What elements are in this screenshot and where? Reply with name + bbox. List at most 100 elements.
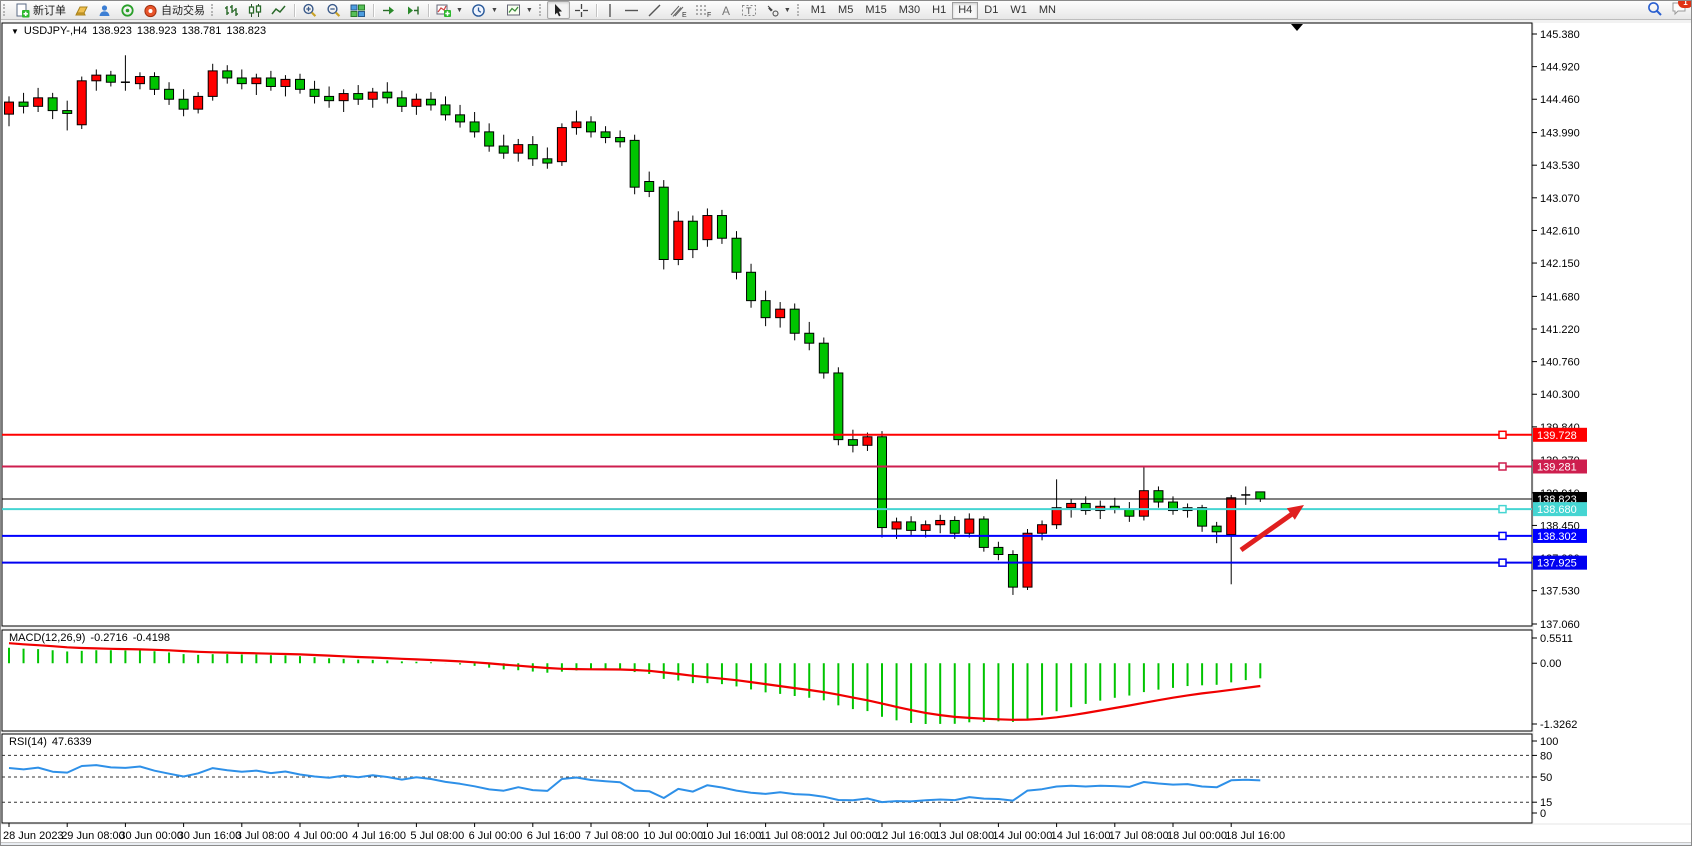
horizontal-line-tool-button[interactable] <box>620 1 643 19</box>
zoom-out-icon <box>326 3 342 18</box>
indicators-icon <box>436 3 452 18</box>
autotrading-button[interactable]: 自动交易 <box>139 1 209 19</box>
svg-text:139.728: 139.728 <box>1537 430 1577 442</box>
data-window-button[interactable] <box>93 1 116 19</box>
gold-bar-icon <box>74 3 89 18</box>
fibonacci-tool-button[interactable]: F <box>691 1 716 19</box>
svg-text:F: F <box>707 12 711 18</box>
line-chart-icon <box>271 3 287 18</box>
zoom-out-button[interactable] <box>322 1 346 19</box>
text-label-icon: T <box>741 3 757 18</box>
new-order-icon <box>15 3 30 18</box>
hline-137.925[interactable] <box>2 558 1532 567</box>
vertical-line-tool-button[interactable] <box>600 1 620 19</box>
line-chart-button[interactable] <box>267 1 291 19</box>
svg-text:12 Jul 00:00: 12 Jul 00:00 <box>818 830 878 842</box>
text-tool-button[interactable]: A <box>716 1 737 19</box>
tile-windows-button[interactable] <box>346 1 370 19</box>
timeframe-d1[interactable]: D1 <box>984 4 999 16</box>
svg-text:142.150: 142.150 <box>1540 258 1580 270</box>
bar-chart-icon <box>223 3 239 18</box>
svg-text:137.060: 137.060 <box>1540 619 1580 631</box>
candlestick-chart-button[interactable] <box>243 1 267 19</box>
vertical-line-icon <box>604 3 616 18</box>
toolbar-grip[interactable] <box>796 4 802 16</box>
timeframe-mn[interactable]: MN <box>1038 4 1056 16</box>
toolbar-separator <box>595 3 597 17</box>
svg-text:18 Jul 00:00: 18 Jul 00:00 <box>1167 830 1227 842</box>
timeframe-m15[interactable]: M15 <box>865 4 887 16</box>
tile-windows-icon <box>350 3 366 18</box>
svg-text:E: E <box>682 12 687 18</box>
arrows-tool-button[interactable]: ▼ <box>761 1 795 19</box>
hline-138.680[interactable] <box>2 504 1532 514</box>
macd-axis: 0.5511 0.00 -1.3262 <box>1532 633 1577 731</box>
equidistant-channel-tool-button[interactable]: E <box>666 1 691 19</box>
svg-text:28 Jun 2023: 28 Jun 2023 <box>3 830 64 842</box>
indicators-button[interactable]: ▼ <box>432 1 467 19</box>
trendline-tool-button[interactable] <box>643 1 666 19</box>
toolbar-separator <box>294 3 295 17</box>
timeframe-w1[interactable]: W1 <box>1010 4 1027 16</box>
svg-text:A: A <box>722 4 730 18</box>
market-watch-button[interactable] <box>70 1 93 19</box>
search-icon[interactable] <box>1647 1 1663 20</box>
person-icon <box>97 3 112 18</box>
toolbar: 新订单 自动交易 <box>1 1 1691 20</box>
timeframe-m30[interactable]: M30 <box>898 4 921 16</box>
rsi-indicator <box>2 754 1532 804</box>
chart-shift-icon <box>405 3 421 18</box>
hline-138.302[interactable] <box>2 531 1532 541</box>
hline-139.281[interactable] <box>2 462 1532 471</box>
notification-badge: 1 <box>1678 1 1691 8</box>
svg-text:143.530: 143.530 <box>1540 160 1580 172</box>
templates-button[interactable]: ▼ <box>502 1 537 19</box>
crosshair-tool-button[interactable] <box>570 1 593 19</box>
cursor-tool-button[interactable] <box>546 1 570 19</box>
toolbar-separator <box>373 3 374 17</box>
notifications-button[interactable]: 1 <box>1671 1 1691 19</box>
svg-text:140.300: 140.300 <box>1540 389 1580 401</box>
svg-text:145.380: 145.380 <box>1540 29 1580 41</box>
timeframe-group: M1 M5 M15 M30 H1 H4 D1 W1 MN <box>805 1 1062 19</box>
zoom-in-button[interactable] <box>298 1 322 19</box>
svg-text:139.281: 139.281 <box>1537 462 1577 474</box>
svg-text:10 Jul 16:00: 10 Jul 16:00 <box>701 830 761 842</box>
text-label-tool-button[interactable]: T <box>737 1 761 19</box>
svg-text:4 Jul 16:00: 4 Jul 16:00 <box>352 830 406 842</box>
trend-arrow[interactable] <box>1239 505 1304 553</box>
hline-139.728[interactable] <box>2 430 1532 440</box>
dropdown-caret-icon: ▼ <box>525 6 533 14</box>
svg-text:0: 0 <box>1540 808 1546 820</box>
svg-text:143.070: 143.070 <box>1540 193 1580 205</box>
channel-icon: E <box>670 3 687 18</box>
crosshair-icon <box>574 3 589 18</box>
navigator-button[interactable] <box>116 1 139 19</box>
svg-text:15: 15 <box>1540 797 1552 809</box>
template-icon <box>506 3 522 18</box>
timeframe-m5[interactable]: M5 <box>838 4 854 16</box>
macd-indicator <box>8 642 1262 724</box>
svg-text:141.220: 141.220 <box>1540 324 1580 336</box>
chart-shift-button[interactable] <box>401 1 425 19</box>
timeframe-h4[interactable]: H4 <box>952 1 979 19</box>
toolbar-right: 1 <box>1647 1 1691 20</box>
toolbar-grip[interactable] <box>211 4 216 16</box>
timeframe-h1[interactable]: H1 <box>932 4 947 16</box>
fibonacci-icon: F <box>695 3 712 18</box>
svg-text:T: T <box>746 6 752 16</box>
toolbar-grip[interactable] <box>538 4 544 16</box>
svg-text:5 Jul 08:00: 5 Jul 08:00 <box>410 830 464 842</box>
svg-text:100: 100 <box>1540 736 1558 748</box>
periods-button[interactable]: ▼ <box>467 1 502 19</box>
toolbar-grip[interactable] <box>3 4 8 16</box>
timeframe-m1[interactable]: M1 <box>810 4 827 16</box>
new-order-button[interactable]: 新订单 <box>11 1 70 19</box>
bar-chart-button[interactable] <box>219 1 243 19</box>
auto-scroll-button[interactable] <box>377 1 401 19</box>
svg-text:141.680: 141.680 <box>1540 291 1580 303</box>
chart-shift-marker[interactable] <box>1291 24 1303 31</box>
